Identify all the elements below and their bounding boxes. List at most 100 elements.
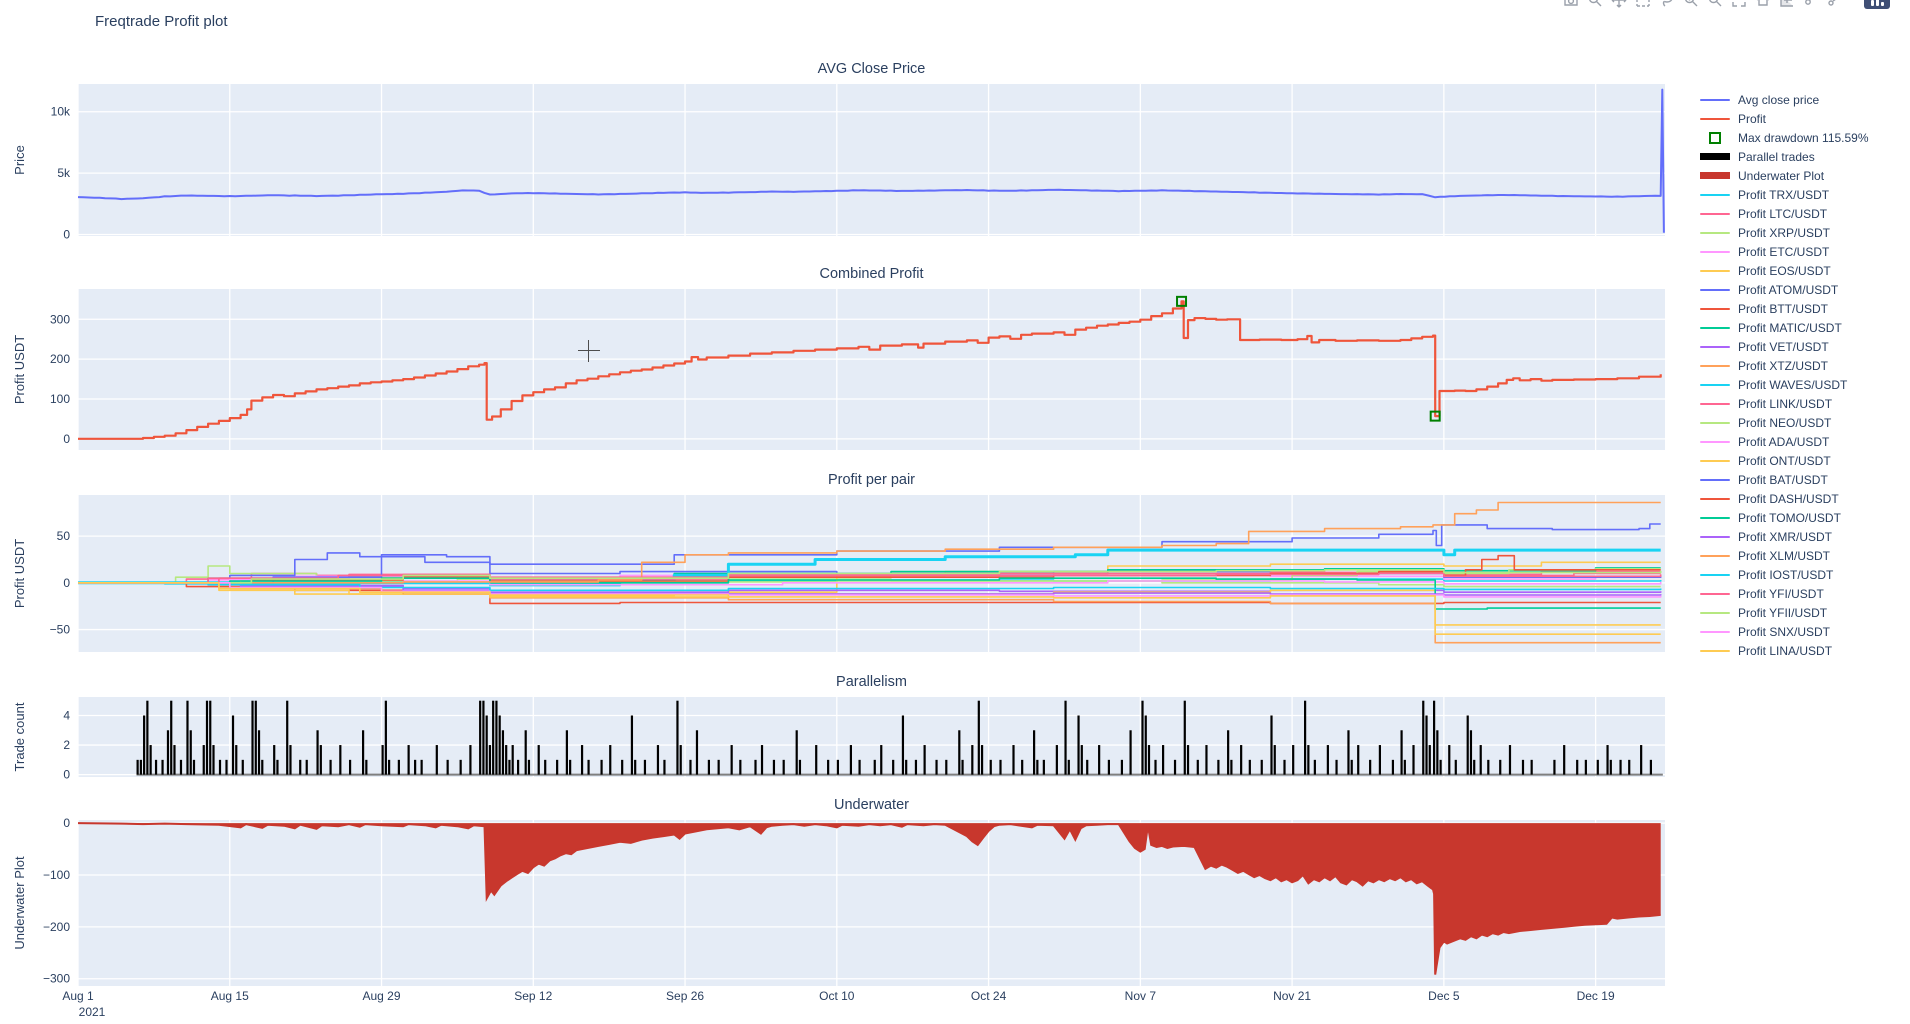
hover-compare-icon[interactable] <box>1826 0 1844 9</box>
max-drawdown-marker[interactable] <box>1429 410 1441 422</box>
trade-count-bar <box>261 759 264 775</box>
legend-item-profit-trx-usdt[interactable]: Profit TRX/USDT <box>1700 185 1869 204</box>
trade-count-bar <box>772 759 776 775</box>
legend-item-profit-dash-usdt[interactable]: Profit DASH/USDT <box>1700 489 1869 508</box>
legend-line-icon <box>1700 307 1730 310</box>
legend-item-profit-btt-usdt[interactable]: Profit BTT/USDT <box>1700 299 1869 318</box>
trade-count-bar <box>218 759 222 775</box>
legend-item-profit-xlm-usdt[interactable]: Profit XLM/USDT <box>1700 546 1869 565</box>
series-profit-neo-usdt[interactable] <box>78 567 1661 584</box>
trade-count-bar <box>892 759 895 775</box>
y-tick-label: 5k <box>57 166 71 180</box>
trade-count-bar <box>971 745 974 775</box>
series-avg-close-price[interactable] <box>77 88 1665 233</box>
pan-icon[interactable] <box>1610 0 1628 9</box>
trade-count-bar <box>1227 730 1230 775</box>
trade-count-bar <box>319 745 322 775</box>
legend-label: Profit TRX/USDT <box>1738 187 1830 202</box>
underwater-area <box>78 823 1661 975</box>
trade-count-bar <box>798 759 802 775</box>
legend-item-profit-waves-usdt[interactable]: Profit WAVES/USDT <box>1700 375 1869 394</box>
legend-label: Parallel trades <box>1738 149 1815 164</box>
box-select-icon[interactable] <box>1634 0 1652 9</box>
y-tick-label: −200 <box>43 920 70 934</box>
series-profit-lina-usdt[interactable] <box>78 581 1661 636</box>
trade-count-bar <box>1186 745 1190 775</box>
trade-count-bar <box>1141 700 1144 775</box>
legend-item-profit-vet-usdt[interactable]: Profit VET/USDT <box>1700 337 1869 356</box>
series-profit-eos-usdt[interactable] <box>78 561 1661 597</box>
legend-label: Profit EOS/USDT <box>1738 263 1831 278</box>
legend-item-profit-eos-usdt[interactable]: Profit EOS/USDT <box>1700 261 1869 280</box>
trade-count-bar <box>1412 745 1415 775</box>
max-drawdown-marker[interactable] <box>1176 295 1188 307</box>
trade-count-bar <box>1433 700 1436 775</box>
toggle-spikelines-icon[interactable] <box>1778 0 1796 9</box>
legend-item-parallel-trades[interactable]: Parallel trades <box>1700 147 1869 166</box>
series-profit-bat-usdt[interactable] <box>78 523 1661 584</box>
legend-label: Profit <box>1738 111 1767 126</box>
legend-line-icon <box>1700 153 1730 160</box>
y-tick-label: 100 <box>50 392 70 406</box>
hover-closest-icon[interactable] <box>1802 0 1820 9</box>
zoom-out-icon[interactable] <box>1706 0 1724 9</box>
legend-item-profit-xtz-usdt[interactable]: Profit XTZ/USDT <box>1700 356 1869 375</box>
download-plot-icon[interactable] <box>1562 0 1580 9</box>
autoscale-icon[interactable] <box>1730 0 1748 9</box>
legend-line-icon <box>1700 592 1730 595</box>
legend-item-profit-snx-usdt[interactable]: Profit SNX/USDT <box>1700 622 1869 641</box>
legend-item-profit-atom-usdt[interactable]: Profit ATOM/USDT <box>1700 280 1869 299</box>
legend-label: Avg close price <box>1738 92 1820 107</box>
legend-swatch-line <box>1700 630 1730 633</box>
legend-item-profit-ltc-usdt[interactable]: Profit LTC/USDT <box>1700 204 1869 223</box>
legend-item-profit-ada-usdt[interactable]: Profit ADA/USDT <box>1700 432 1869 451</box>
plotly-logo[interactable] <box>1864 0 1890 9</box>
legend-line-icon <box>1700 573 1730 576</box>
legend-item-max-drawdown-115-59-[interactable]: Max drawdown 115.59% <box>1700 128 1869 147</box>
reset-axes-icon[interactable] <box>1754 0 1772 9</box>
legend-item-profit-tomo-usdt[interactable]: Profit TOMO/USDT <box>1700 508 1869 527</box>
legend-item-profit-xmr-usdt[interactable]: Profit XMR/USDT <box>1700 527 1869 546</box>
legend-line-icon <box>1700 98 1730 101</box>
legend-swatch-line <box>1700 288 1730 291</box>
zoom-icon[interactable] <box>1586 0 1604 9</box>
trade-count-bar <box>1335 759 1338 775</box>
trade-count-bar <box>565 730 568 775</box>
series-profit-xlm-usdt[interactable] <box>78 501 1661 584</box>
trade-count-bar <box>501 730 505 775</box>
plot-area-profit[interactable] <box>78 289 1665 450</box>
trade-count-bar <box>1196 759 1199 775</box>
lasso-select-icon[interactable] <box>1658 0 1676 9</box>
series-profit-yfii-usdt[interactable] <box>78 568 1662 584</box>
legend-item-profit-lina-usdt[interactable]: Profit LINA/USDT <box>1700 641 1869 660</box>
legend-item-profit-yfii-usdt[interactable]: Profit YFII/USDT <box>1700 603 1869 622</box>
legend-swatch-line <box>1700 649 1730 652</box>
trade-count-bar <box>1428 745 1431 775</box>
legend-item-profit-neo-usdt[interactable]: Profit NEO/USDT <box>1700 413 1869 432</box>
legend-item-profit-matic-usdt[interactable]: Profit MATIC/USDT <box>1700 318 1869 337</box>
series-profit-yfi-usdt[interactable] <box>78 572 1662 584</box>
trade-count-bar <box>600 759 603 775</box>
legend-line-icon <box>1700 459 1730 462</box>
legend-item-profit-ont-usdt[interactable]: Profit ONT/USDT <box>1700 451 1869 470</box>
trade-count-bar <box>1067 759 1070 775</box>
plot-area-price[interactable] <box>78 84 1665 236</box>
series-profit[interactable] <box>78 300 1662 440</box>
trade-count-bar <box>276 759 279 775</box>
legend-label: Underwater Plot <box>1738 168 1825 183</box>
legend-label: Profit YFII/USDT <box>1738 605 1828 620</box>
trade-count-bar <box>517 759 520 775</box>
legend-item-profit-yfi-usdt[interactable]: Profit YFI/USDT <box>1700 584 1869 603</box>
legend-item-profit-xrp-usdt[interactable]: Profit XRP/USDT <box>1700 223 1869 242</box>
legend-swatch-line <box>1700 172 1730 179</box>
series-profit-iost-usdt[interactable] <box>78 581 1662 592</box>
legend-item-avg-close-price[interactable]: Avg close price <box>1700 90 1869 109</box>
legend-item-profit-link-usdt[interactable]: Profit LINK/USDT <box>1700 394 1869 413</box>
legend-item-profit-etc-usdt[interactable]: Profit ETC/USDT <box>1700 242 1869 261</box>
legend-swatch-line <box>1700 250 1730 253</box>
legend-item-underwater-plot[interactable]: Underwater Plot <box>1700 166 1869 185</box>
zoom-in-icon[interactable] <box>1682 0 1700 9</box>
legend-item-profit[interactable]: Profit <box>1700 109 1869 128</box>
legend-item-profit-iost-usdt[interactable]: Profit IOST/USDT <box>1700 565 1869 584</box>
legend-item-profit-bat-usdt[interactable]: Profit BAT/USDT <box>1700 470 1869 489</box>
